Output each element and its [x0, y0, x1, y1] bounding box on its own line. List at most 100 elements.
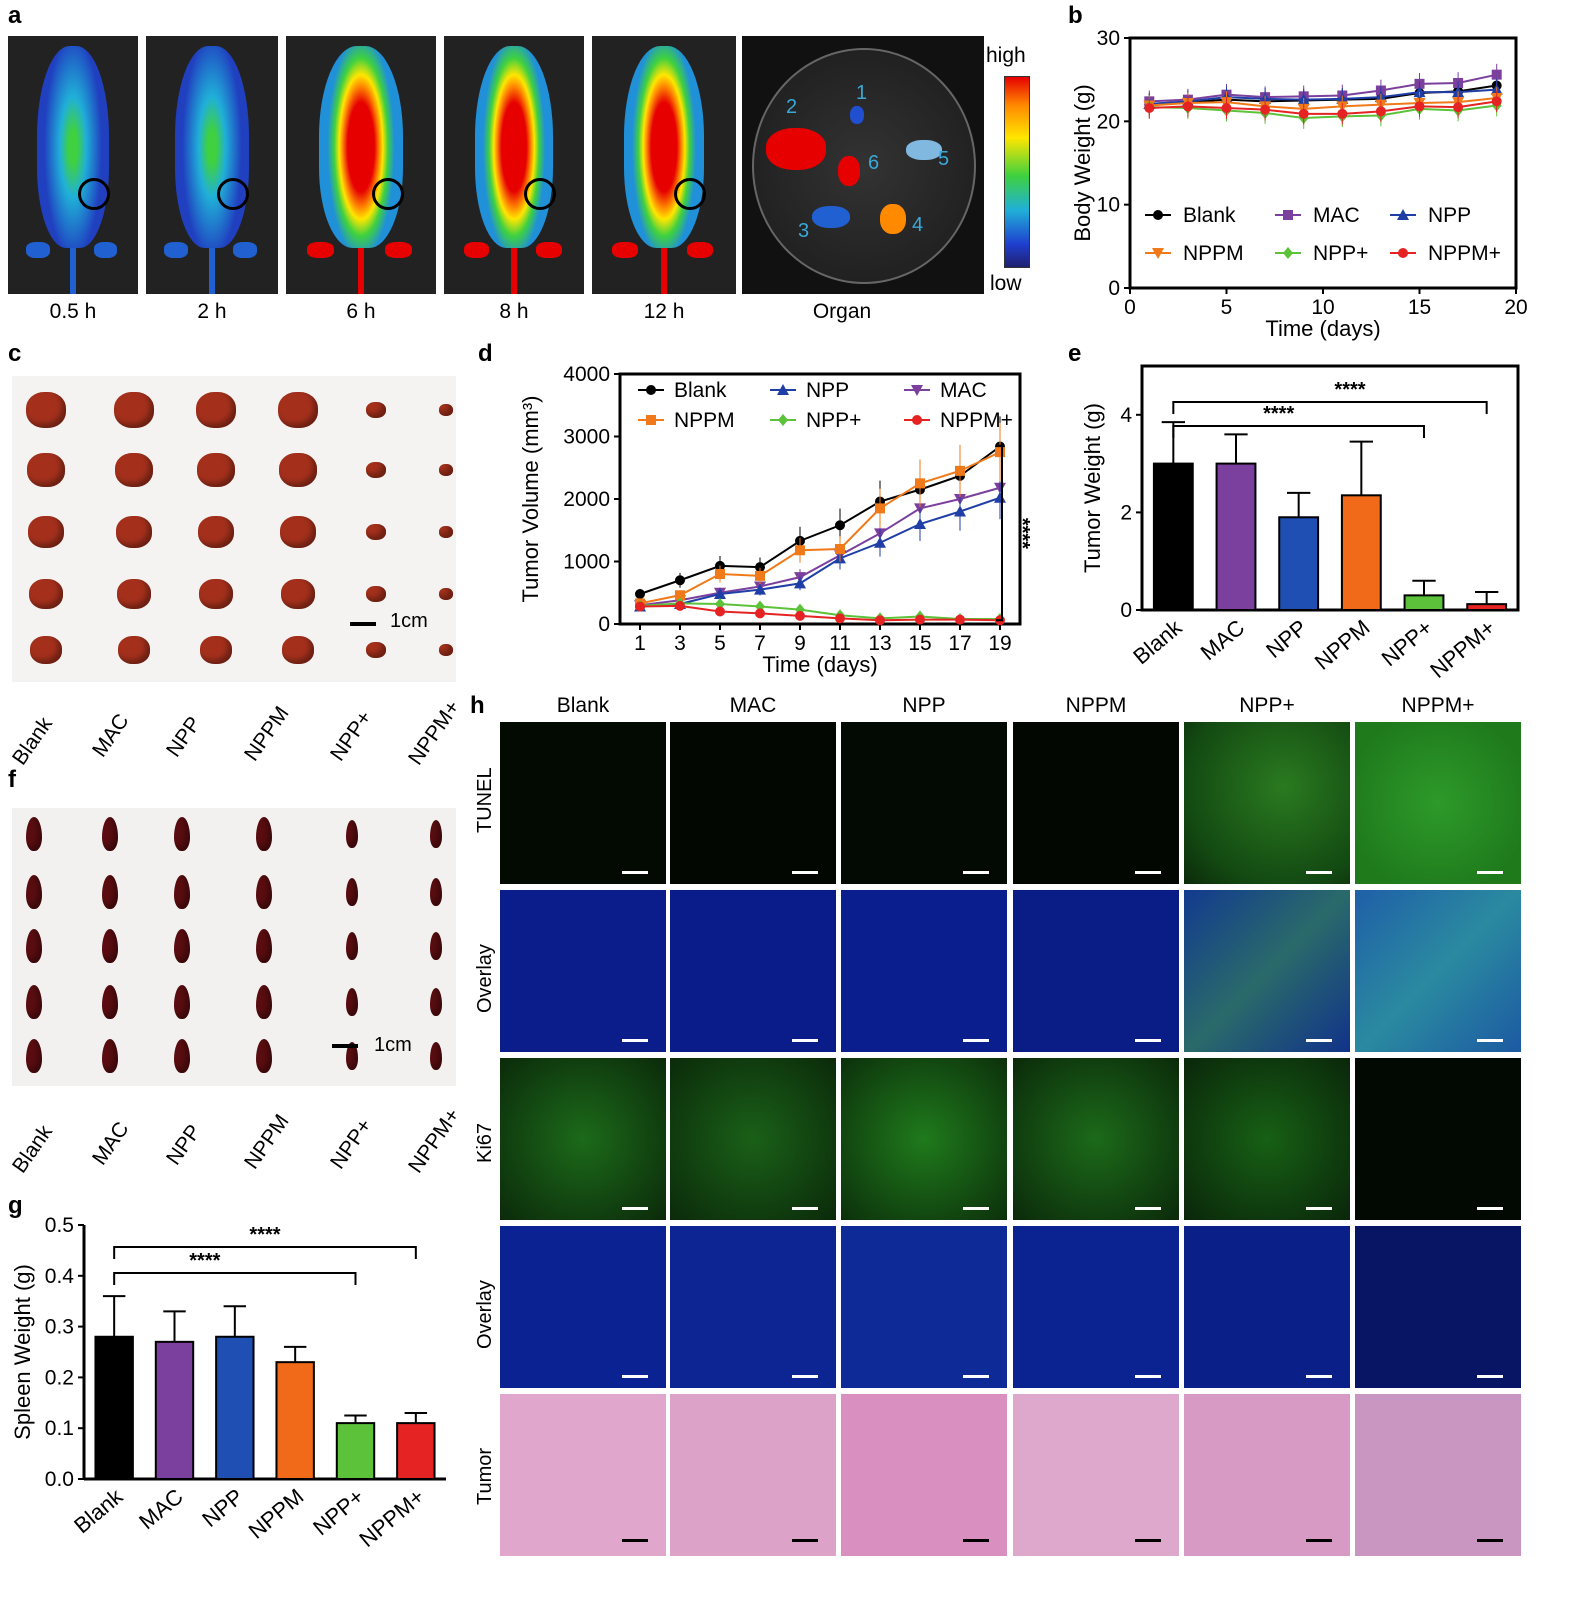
significance-bracket	[113, 1272, 357, 1285]
bar-Blank	[1152, 462, 1194, 611]
significance-label: ****	[1011, 518, 1033, 549]
organ-sample	[26, 817, 42, 851]
colorbar-low-label: low	[990, 272, 1022, 295]
organ-sample	[346, 878, 358, 906]
data-point	[835, 613, 845, 624]
scale-bar	[792, 1039, 818, 1042]
series-NPPM+	[1144, 90, 1502, 125]
microscopy-image	[1013, 1058, 1179, 1220]
microscopy-image	[1184, 722, 1350, 884]
scale-bar	[1135, 1375, 1161, 1378]
x-tick-label: 20	[1504, 296, 1527, 319]
mouse-tail	[70, 247, 76, 294]
data-point	[1298, 108, 1309, 119]
group-label: NPP	[162, 712, 206, 762]
organ-sample	[346, 820, 358, 848]
mouse-leg	[536, 242, 562, 258]
scale-bar	[1135, 1539, 1161, 1542]
legend-item: NPP+	[770, 409, 861, 432]
y-tick-label: 2	[1120, 501, 1132, 524]
group-label: NPPM+	[404, 1104, 465, 1178]
plot-frame	[1140, 364, 1520, 612]
data-point	[754, 583, 766, 595]
panel-label-g: g	[8, 1192, 23, 1219]
bar-NPPM	[1340, 494, 1382, 612]
legend-marker	[1397, 209, 1409, 220]
panel-label-h: h	[470, 692, 485, 719]
mouse-leg	[26, 242, 50, 258]
organ-sample	[26, 929, 42, 963]
data-point	[1260, 104, 1271, 115]
data-point	[714, 588, 726, 599]
group-label: MAC	[88, 1117, 134, 1170]
bar-NPPM	[275, 1361, 315, 1480]
data-point	[635, 601, 645, 612]
scale-bar	[1135, 1207, 1161, 1210]
data-point	[1413, 86, 1426, 98]
legend-label: MAC	[1313, 204, 1360, 227]
panel-label-f: f	[8, 766, 16, 793]
mouse-fluorescence-image	[286, 36, 436, 294]
microscopy-image	[1355, 1394, 1521, 1556]
data-point	[755, 570, 765, 581]
organ-sample	[366, 462, 386, 478]
data-point	[875, 615, 885, 626]
organ-sample	[256, 875, 272, 909]
organ-sample	[27, 453, 65, 487]
organ-sample	[366, 524, 386, 540]
organ-sample	[29, 579, 63, 609]
organ-sample	[102, 817, 118, 851]
organ	[766, 128, 826, 170]
organ-sample	[26, 392, 66, 428]
data-point	[1414, 101, 1425, 112]
data-point	[915, 478, 925, 489]
series-line	[639, 486, 1001, 607]
group-label: NPP	[162, 1120, 206, 1170]
x-tick-label: 0	[1124, 296, 1136, 319]
scale-bar	[963, 1375, 989, 1378]
series-line	[1149, 100, 1497, 115]
organ	[838, 156, 860, 186]
column-header: NPP	[902, 694, 946, 717]
scale-bar	[1306, 1039, 1332, 1042]
series-MAC	[1144, 63, 1502, 113]
x-tick-label: 3	[674, 632, 686, 655]
y-tick-label: 3000	[563, 426, 610, 449]
organ-sample	[174, 929, 190, 963]
data-point	[914, 518, 926, 529]
mouse-leg	[463, 242, 489, 258]
scale-bar	[350, 622, 376, 626]
organ-sample	[366, 402, 386, 418]
organ-sample	[430, 988, 442, 1016]
scale-bar	[792, 1375, 818, 1378]
mouse-tail	[209, 247, 215, 294]
microscopy-image	[1184, 890, 1350, 1052]
column-header: NPPM	[1065, 694, 1127, 717]
group-label: MAC	[88, 709, 134, 762]
legend-label: MAC	[940, 379, 987, 402]
legend-item: MAC	[904, 379, 987, 402]
bar-NPP	[1278, 516, 1320, 611]
bar-NPP+	[1403, 594, 1445, 612]
panel-label-c: c	[8, 340, 22, 367]
significance-bracket	[996, 444, 1003, 622]
scale-bar	[1306, 1207, 1332, 1210]
x-tick-label: NPPM	[1310, 615, 1375, 675]
timepoint-label: Organ	[812, 300, 872, 323]
significance-label: ****	[1334, 379, 1365, 401]
x-tick-label: NPP	[197, 1484, 248, 1532]
data-point	[835, 520, 845, 531]
series-NPPM+	[635, 600, 1005, 626]
legend-marker	[1283, 247, 1293, 259]
tumor-circle-marker	[78, 177, 111, 210]
organ-number: 2	[786, 96, 798, 118]
data-point	[715, 598, 725, 610]
mouse-leg	[612, 242, 639, 258]
timepoint-label: 12 h	[643, 300, 685, 323]
x-tick-label: 15	[1408, 296, 1431, 319]
scale-bar	[622, 871, 648, 874]
data-point	[675, 590, 685, 601]
microscopy-image	[500, 1394, 666, 1556]
scale-bar	[792, 1207, 818, 1210]
